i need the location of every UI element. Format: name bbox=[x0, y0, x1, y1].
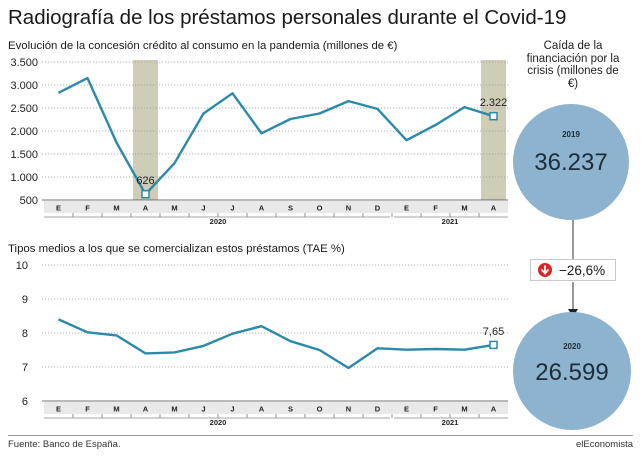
chart2-xtick-label: F bbox=[433, 405, 438, 414]
chart2-year-label: 2020 bbox=[210, 418, 227, 427]
chart2-ytick-label: 8 bbox=[22, 328, 28, 340]
chart1-ytick-label: 2.500 bbox=[10, 103, 38, 115]
chart2-ytick-label: 6 bbox=[22, 396, 28, 408]
chart1-highlight-15 bbox=[481, 60, 506, 200]
chart1-xtick-label: A bbox=[259, 204, 265, 213]
chart2-xtick-label: F bbox=[85, 405, 90, 414]
chart2-year-label: 2021 bbox=[442, 418, 459, 427]
chart2-xtick-label: M bbox=[171, 405, 177, 414]
chart1-series-line bbox=[57, 76, 494, 196]
chart1-xtick-label: S bbox=[288, 204, 293, 213]
chart1-xtick-label: F bbox=[85, 204, 90, 213]
chart2-xtick-label: A bbox=[143, 405, 149, 414]
chart2-ytick-label: 9 bbox=[22, 294, 28, 306]
chart1-xtick-label: J bbox=[230, 204, 234, 213]
chart1-x-axis-band bbox=[44, 201, 508, 213]
page-title: Radiografía de los préstamos personales … bbox=[8, 6, 567, 29]
arrow-down-icon bbox=[538, 263, 552, 277]
chart2-title: Tipos medios a los que se comercializan … bbox=[8, 243, 345, 255]
chart1-xtick-label: J bbox=[201, 204, 205, 213]
chart1-ytick-label: 3.000 bbox=[10, 80, 38, 92]
chart2-xtick-label: N bbox=[346, 405, 351, 414]
chart2-xtick-label: O bbox=[317, 405, 323, 414]
chart1-xtick-label: A bbox=[491, 204, 497, 213]
chart2-point-marker bbox=[489, 340, 498, 350]
chart1-ytick-label: 2.000 bbox=[10, 126, 38, 138]
chart1-xtick-label: M bbox=[461, 204, 467, 213]
chart1-title: Evolución de la concesión crédito al con… bbox=[8, 40, 398, 52]
chart2-xtick-label: M bbox=[113, 405, 119, 414]
change-value: −26,6% bbox=[559, 263, 606, 278]
chart1-xtick-label: A bbox=[143, 204, 149, 213]
chart1-ytick-label: 1.500 bbox=[10, 149, 38, 161]
change-badge: −26,6% bbox=[530, 259, 616, 281]
chart1-ytick-label: 1.000 bbox=[10, 172, 38, 184]
chart1-xtick-label: N bbox=[346, 204, 351, 213]
chart1-point-marker bbox=[489, 111, 498, 121]
chart2-xtick-label: A bbox=[259, 405, 265, 414]
brand-label: elEconomista bbox=[575, 439, 633, 450]
chart2-ytick-label: 10 bbox=[16, 260, 28, 272]
chart2-xtick-label: J bbox=[230, 405, 234, 414]
chart2-xtick-label: D bbox=[375, 405, 381, 414]
chart1-xtick-label: E bbox=[404, 204, 409, 213]
circle-2020-year: 2020 bbox=[563, 342, 581, 351]
interest-rate-chart: 10 9 8 7 6 E F M A M J J A S O N D E F M A 2020 2021 7,65 bbox=[16, 260, 508, 427]
chart1-ytick-label: 500 bbox=[20, 195, 38, 207]
circle-2020: 2020 26.599 bbox=[513, 312, 631, 430]
circle-2019-year: 2019 bbox=[562, 130, 580, 139]
chart1-data-label: 2.322 bbox=[480, 97, 508, 109]
circle-2019-value: 36.237 bbox=[534, 149, 608, 176]
side-heading: Caída de la financiación por la crisis (… bbox=[526, 40, 620, 90]
chart2-ytick-label: 7 bbox=[22, 362, 28, 374]
circle-2019: 2019 36.237 bbox=[513, 104, 629, 220]
chart2-xtick-label: A bbox=[491, 405, 497, 414]
chart2-xtick-label: M bbox=[461, 405, 467, 414]
chart1-year-label: 2021 bbox=[442, 217, 459, 226]
chart2-xtick-label: E bbox=[56, 405, 61, 414]
chart1-xtick-label: E bbox=[56, 204, 61, 213]
chart1-data-label: 626 bbox=[136, 175, 154, 187]
chart2-xtick-label: E bbox=[404, 405, 409, 414]
chart1-xtick-label: M bbox=[113, 204, 119, 213]
loans-volume-chart: 3.500 3.000 2.500 2.000 1.500 1.000 500 E F M A M J J… bbox=[10, 57, 508, 226]
chart1-year-label: 2020 bbox=[210, 217, 227, 226]
footer-rule bbox=[8, 435, 633, 436]
chart2-data-label: 7,65 bbox=[483, 326, 504, 338]
chart1-point-marker bbox=[141, 189, 150, 199]
chart2-xtick-label: S bbox=[288, 405, 293, 414]
chart1-xtick-label: F bbox=[433, 204, 438, 213]
source-note: Fuente: Banco de España. bbox=[8, 439, 121, 450]
chart1-xtick-label: D bbox=[375, 204, 381, 213]
chart1-ytick-label: 3.500 bbox=[10, 57, 38, 69]
chart2-series-line bbox=[58, 318, 494, 370]
circle-2020-value: 26.599 bbox=[535, 359, 609, 386]
chart1-xtick-label: O bbox=[317, 204, 323, 213]
chart2-xtick-label: J bbox=[201, 405, 205, 414]
chart2-x-axis-band bbox=[44, 402, 508, 414]
chart1-xtick-label: M bbox=[171, 204, 177, 213]
